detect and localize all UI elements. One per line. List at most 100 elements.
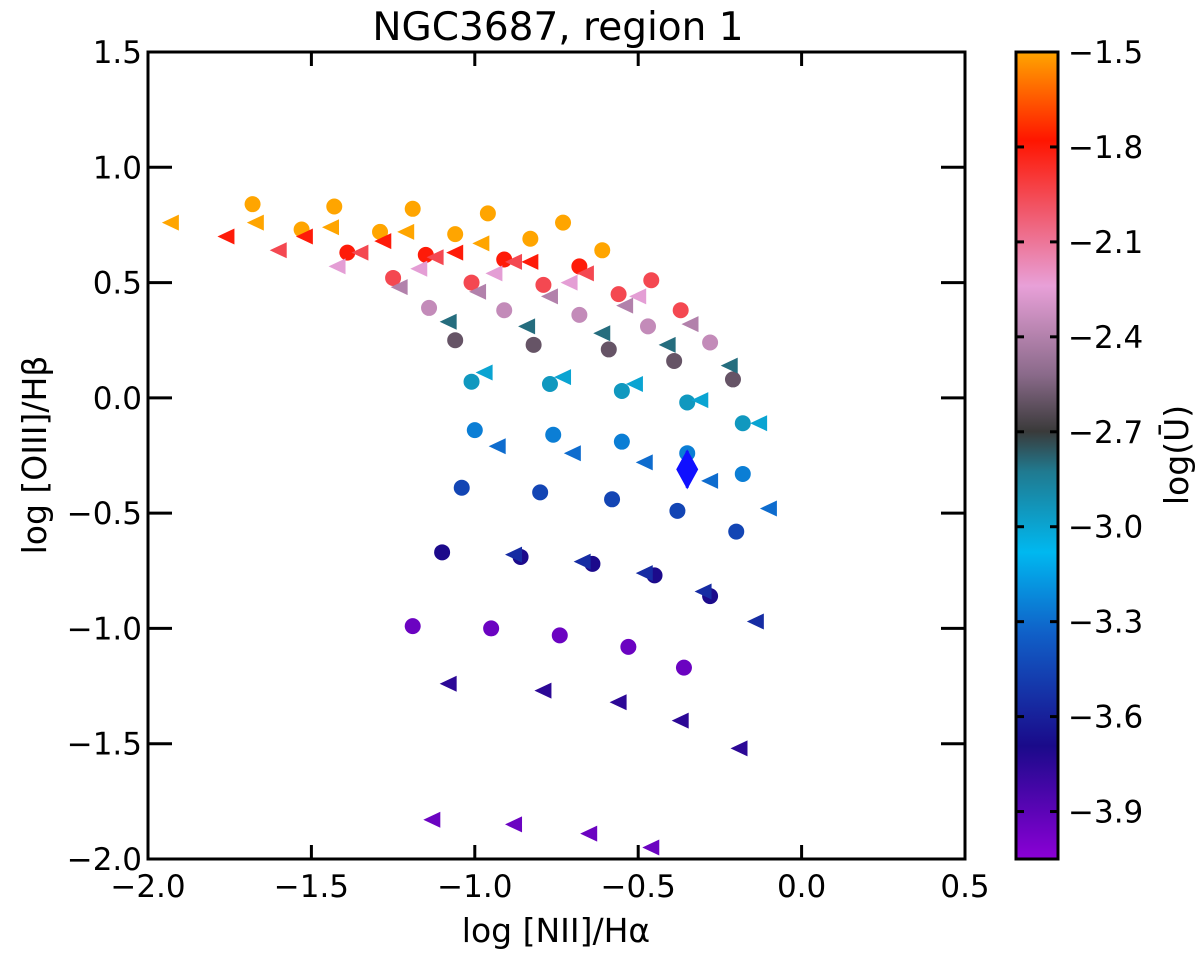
data-point-triangle (269, 242, 287, 259)
data-point-triangle (423, 811, 441, 828)
data-point-triangle (671, 712, 689, 729)
x-tick-label: −0.5 (601, 869, 676, 905)
data-point-triangle (580, 825, 598, 842)
colorbar-tick-label: −2.7 (1068, 415, 1143, 451)
data-point-circle (339, 244, 356, 261)
data-point-triangle (410, 260, 428, 277)
data-point-triangle (593, 325, 611, 342)
data-point-triangle (701, 472, 719, 489)
data-point-circle (404, 200, 421, 217)
data-point-triangle (554, 369, 572, 386)
data-point-triangle (573, 553, 591, 570)
data-point-triangle (681, 316, 699, 333)
y-tick-label: 1.5 (93, 35, 142, 71)
data-point-circle (496, 302, 513, 319)
data-point-circle (463, 274, 480, 291)
y-tick-label: −1.5 (67, 727, 142, 763)
data-point-triangle (295, 228, 313, 245)
data-point-triangle (446, 244, 464, 261)
data-point-triangle (161, 214, 179, 231)
data-point-triangle (635, 565, 653, 582)
data-point-triangle (691, 392, 709, 409)
x-tick-label: 0.0 (777, 869, 826, 905)
colorbar-tick-label: −1.8 (1068, 130, 1143, 166)
data-point-circle (679, 394, 696, 411)
data-point-triangle (469, 283, 487, 300)
x-tick-label: −1.5 (274, 869, 349, 905)
colorbar-axis: −1.5 −1.8 −2.1 −2.4 −2.7 −3.0 −3.3 −3.6 −3.9 (1016, 35, 1143, 831)
data-point-triangle (328, 258, 346, 275)
data-point-circle (604, 491, 621, 508)
data-point-circle (372, 223, 389, 240)
plot-frame (146, 50, 967, 861)
data-point-circle (551, 627, 568, 644)
data-point-triangle (518, 318, 536, 335)
data-point-circle (610, 286, 627, 303)
data-point-circle (600, 341, 617, 358)
data-point-triangle (750, 415, 768, 432)
y-tick-label: −1.0 (67, 611, 142, 647)
data-point-triangle (746, 613, 764, 630)
data-point-circle (672, 302, 689, 319)
data-point-triangle (609, 694, 627, 711)
data-point-triangle (635, 454, 653, 471)
data-point-triangle (521, 253, 539, 270)
data-point-circle (620, 638, 637, 655)
colorbar-tick-label: −3.0 (1068, 510, 1143, 546)
data-point-circle (535, 276, 552, 293)
data-point-circle (522, 230, 539, 247)
data-point-circle (483, 620, 500, 637)
data-point-triangle (642, 839, 660, 856)
data-point-circle (728, 523, 745, 540)
data-point-circle (555, 214, 572, 231)
data-point-circle (734, 415, 751, 432)
data-point-circle (571, 306, 588, 323)
data-point-circle (326, 198, 343, 215)
y-tick-label: −2.0 (67, 842, 142, 878)
data-point-circle (404, 618, 421, 635)
y-axis: −2.0 −1.5 −1.0 −0.5 0.0 0.5 1.0 1.5 (67, 35, 965, 878)
data-point-triangle (625, 376, 643, 393)
data-point-circle (417, 246, 434, 263)
chart-title: NGC3687, region 1 (372, 5, 743, 50)
data-point-triangle (540, 288, 558, 305)
data-point-circle (669, 502, 686, 519)
data-point-triangle (397, 223, 415, 240)
colorbar-tick-label: −3.6 (1068, 700, 1143, 736)
data-point-circle (702, 334, 719, 351)
data-point-triangle (563, 445, 581, 462)
colorbar-tick-label: −2.4 (1068, 320, 1143, 356)
data-point-triangle (730, 740, 748, 757)
y-tick-label: 1.0 (93, 150, 142, 186)
data-point-triangle (616, 297, 634, 314)
data-point-triangle (534, 682, 552, 699)
data-marks (161, 196, 777, 856)
colorbar-label: log(Ū) (1157, 405, 1196, 505)
region-point-diamond (676, 449, 699, 490)
data-point-circle (613, 433, 630, 450)
data-point-circle (545, 426, 562, 443)
colorbar-tick-label: −3.9 (1068, 795, 1143, 831)
data-point-triangle (322, 219, 340, 236)
data-point-circle (594, 242, 611, 259)
y-axis-label: log [OIII]/Hβ (15, 356, 54, 555)
data-point-triangle (560, 274, 578, 291)
data-point-triangle (351, 244, 369, 261)
data-point-circle (640, 318, 657, 335)
data-point-circle (463, 373, 480, 390)
x-tick-label: −2.0 (110, 869, 185, 905)
data-point-triangle (694, 583, 712, 600)
data-point-circle (724, 371, 741, 388)
data-point-circle (613, 382, 630, 399)
data-point-triangle (720, 357, 738, 374)
data-point-circle (434, 544, 451, 561)
data-point-circle (643, 272, 660, 289)
x-tick-label: 0.5 (940, 869, 989, 905)
data-point-triangle (426, 249, 444, 266)
data-point-circle (421, 299, 438, 316)
data-point-triangle (475, 364, 493, 381)
y-tick-label: −0.5 (67, 496, 142, 532)
data-point-circle (541, 376, 558, 393)
data-point-triangle (576, 265, 594, 282)
